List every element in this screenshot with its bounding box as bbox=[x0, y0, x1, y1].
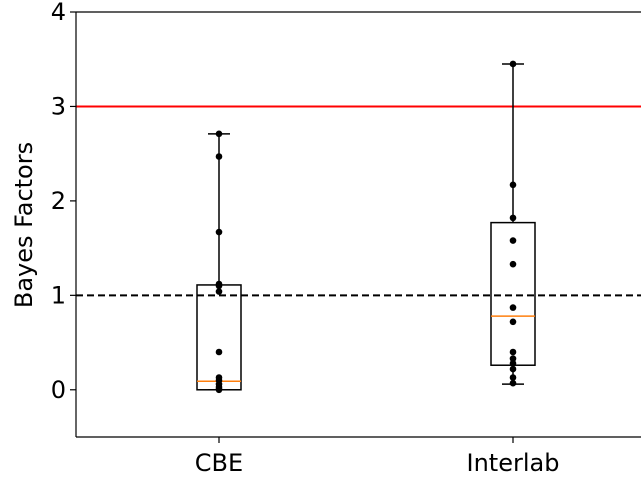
data-point-cbe-1 bbox=[215, 130, 223, 138]
x-tick-label-cbe: CBE bbox=[195, 449, 243, 477]
data-point-interlab-10 bbox=[509, 360, 517, 367]
data-point-cbe-7 bbox=[215, 348, 223, 356]
data-point-interlab-8 bbox=[509, 348, 517, 356]
box-interlab bbox=[490, 221, 536, 366]
y-tick-label-2: 2 bbox=[51, 187, 66, 215]
data-point-cbe-6 bbox=[215, 288, 223, 295]
x-tick-label-interlab: Interlab bbox=[467, 449, 560, 477]
data-point-cbe-5 bbox=[215, 282, 223, 290]
data-point-interlab-9 bbox=[509, 355, 517, 362]
data-point-cbe-2 bbox=[215, 153, 223, 160]
y-axis-label: Bayes Factors bbox=[10, 142, 38, 308]
data-point-interlab-2 bbox=[509, 181, 517, 189]
box-cbe bbox=[196, 284, 242, 391]
data-point-interlab-5 bbox=[509, 260, 517, 268]
data-point-interlab-11 bbox=[509, 365, 517, 373]
y-tick-label-4: 4 bbox=[51, 0, 66, 26]
y-tick-label-3: 3 bbox=[51, 92, 66, 120]
data-point-interlab-1 bbox=[509, 60, 517, 68]
data-point-interlab-6 bbox=[509, 304, 517, 311]
data-point-cbe-3 bbox=[215, 228, 223, 236]
y-tick-label-0: 0 bbox=[51, 376, 66, 404]
data-point-interlab-12 bbox=[509, 374, 517, 381]
data-point-interlab-13 bbox=[509, 379, 517, 387]
data-point-interlab-4 bbox=[509, 237, 517, 244]
data-point-interlab-3 bbox=[509, 214, 517, 222]
data-point-cbe-13 bbox=[215, 386, 223, 394]
data-point-interlab-7 bbox=[509, 318, 517, 326]
y-tick-label-1: 1 bbox=[51, 281, 66, 309]
